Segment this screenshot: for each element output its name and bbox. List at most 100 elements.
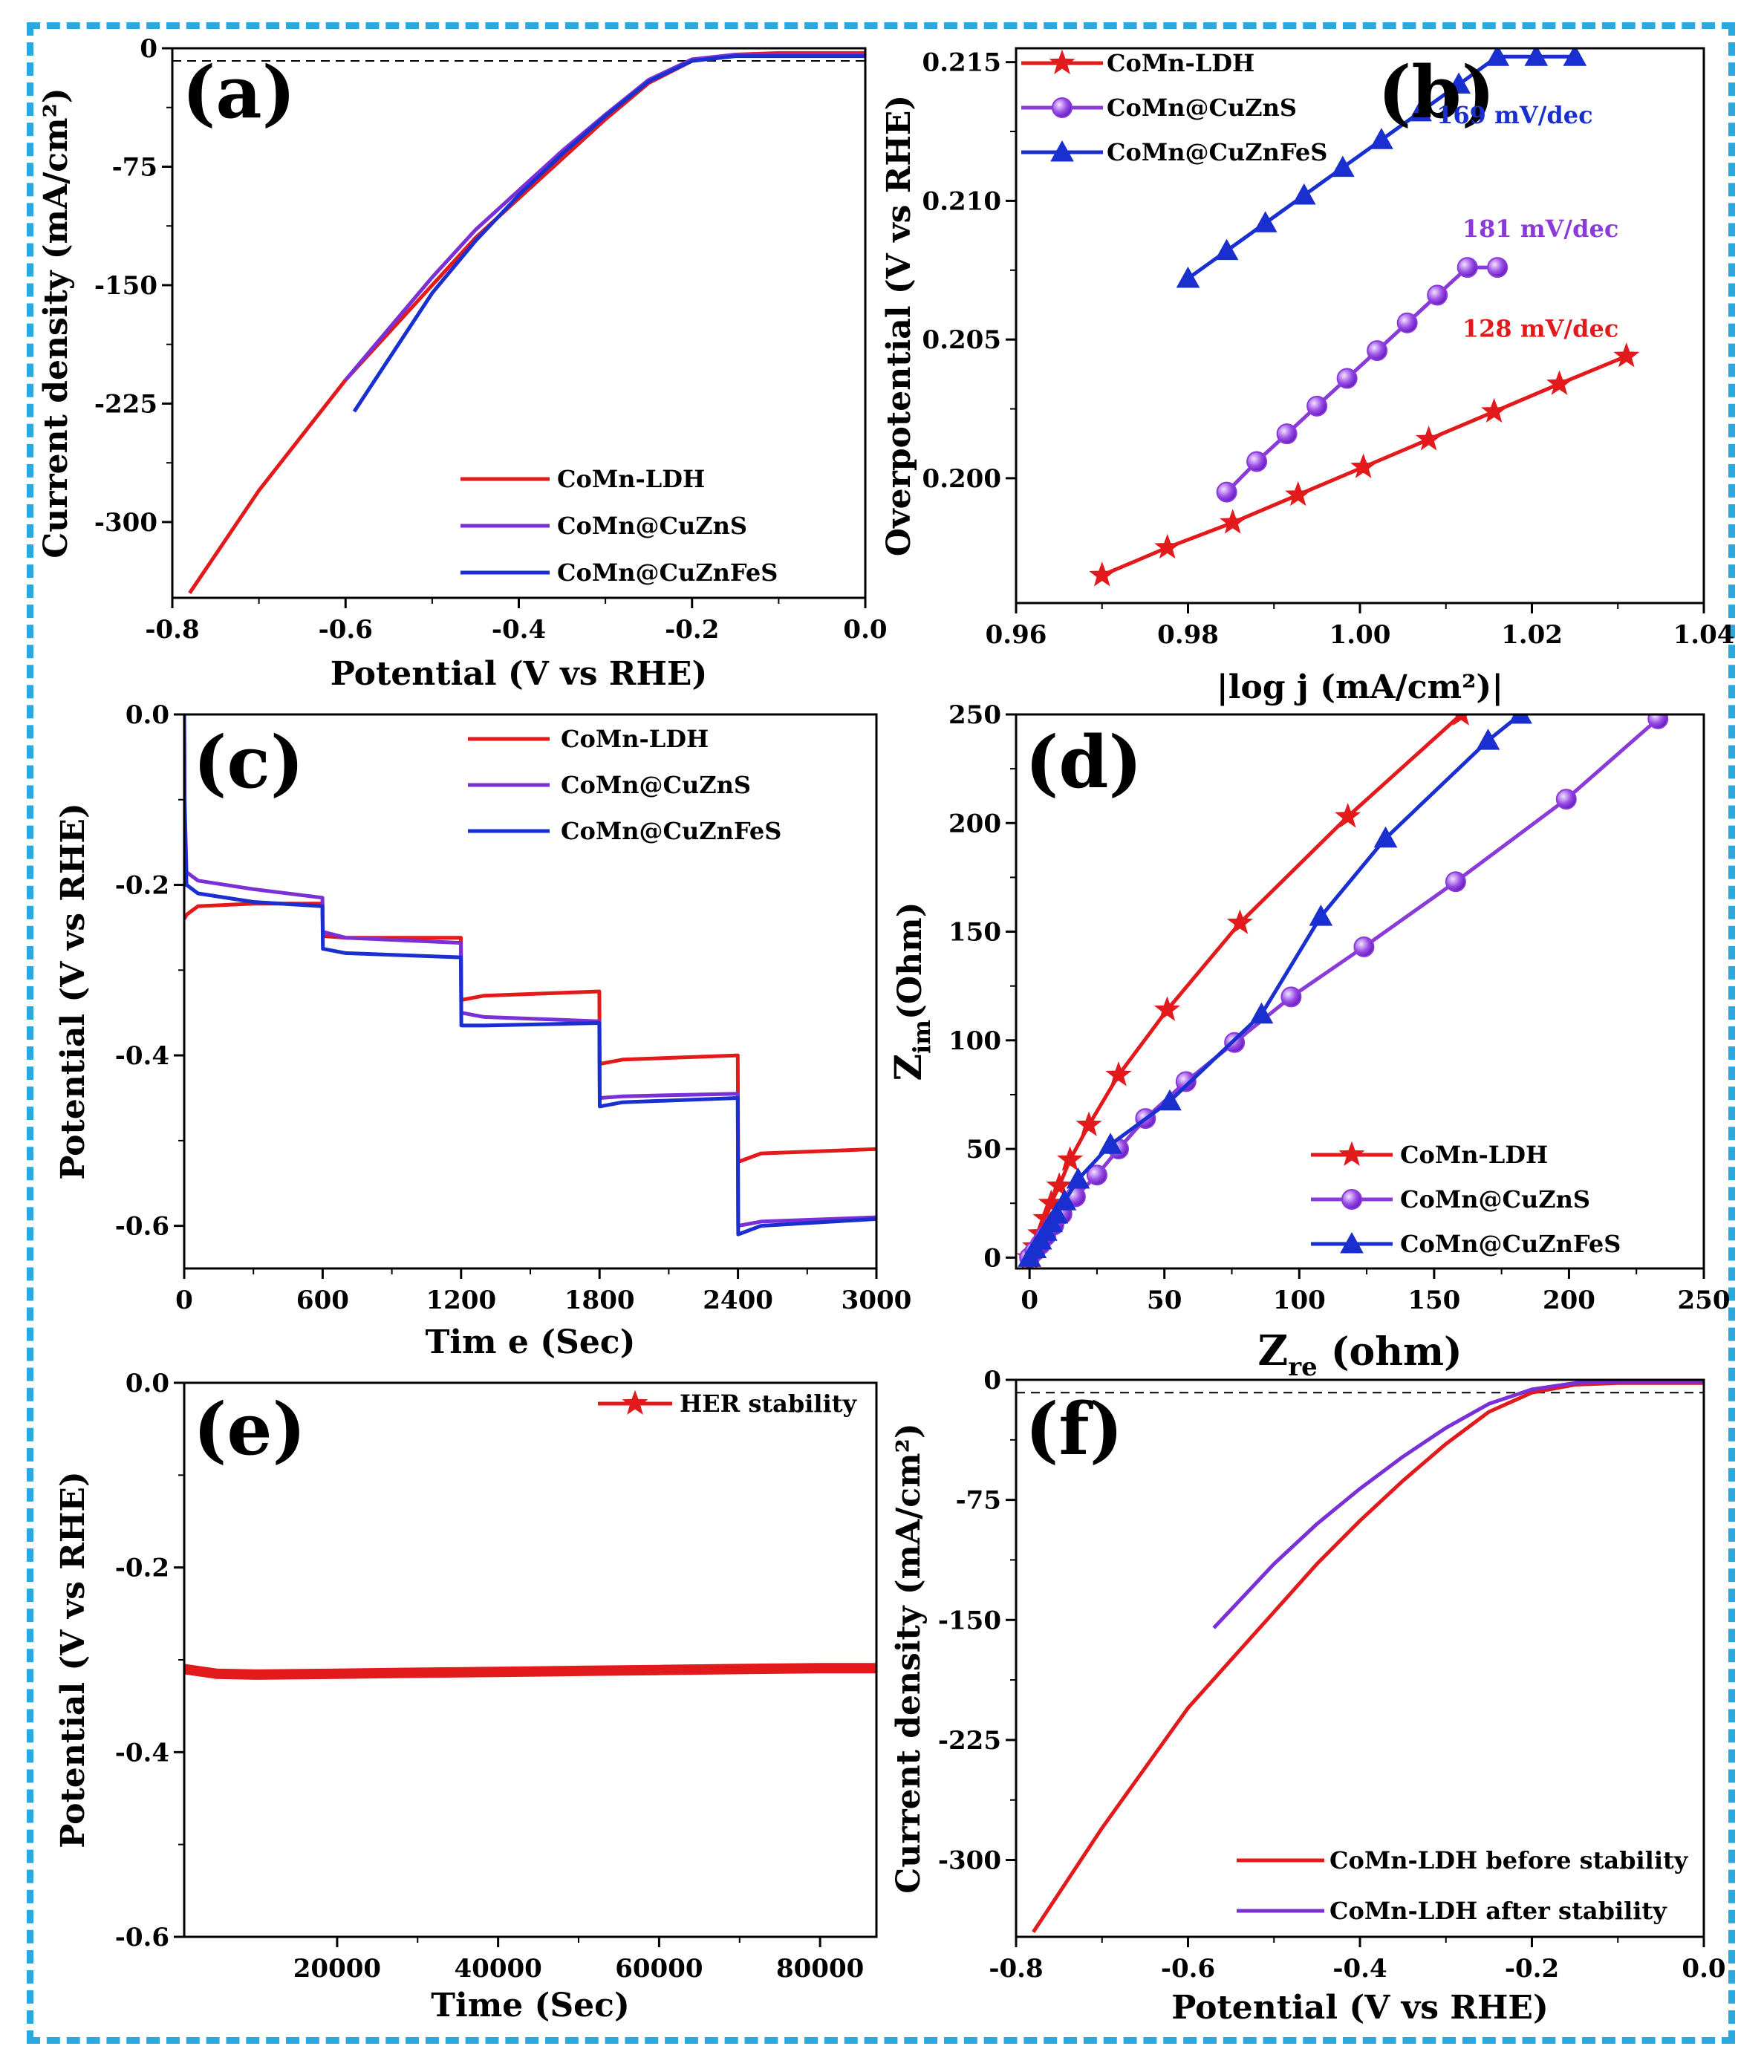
- legend-label: CoMn-LDH: [1400, 1141, 1548, 1169]
- chart-panel-e: 20000 40000 60000 80000 0.0 -0.2 -0.4 -0.6 Time …: [54, 1369, 878, 2024]
- chart-panel-a: -0.8 -0.6 -0.4 -0.2 0.0 0 -75 -150 -225 -300 Poten…: [37, 34, 888, 693]
- y-axis-label: Current density (mA/cm²): [37, 88, 75, 558]
- data-point: [1057, 1146, 1084, 1171]
- data-point: [1292, 183, 1316, 205]
- legend-marker: [1341, 1189, 1362, 1210]
- legend-label: CoMn@CuZnS: [1107, 94, 1297, 122]
- panel-label: (d): [1025, 720, 1142, 804]
- y-tick-label: 100: [948, 1026, 1001, 1056]
- y-axis-label: Zim(Ohm): [886, 902, 936, 1081]
- legend-label: CoMn@CuZnS: [561, 771, 751, 799]
- data-point: [1075, 1111, 1102, 1136]
- data-point: [1044, 1202, 1069, 1224]
- series-line-3: [352, 54, 865, 413]
- x-tick-label: 150: [1407, 1286, 1460, 1315]
- series-line-3: [184, 714, 876, 1237]
- x-tick-label: 0.0: [1682, 1954, 1725, 1984]
- x-tick-label: 40000: [455, 1954, 542, 1984]
- data-point: [1508, 714, 1532, 724]
- series-line-1: [184, 902, 876, 1164]
- data-point: [1280, 986, 1302, 1008]
- y-tick-label: -0.2: [115, 871, 169, 901]
- x-tick-label: 0.96: [986, 620, 1047, 650]
- y-tick-label: -75: [112, 152, 157, 182]
- data-point: [1175, 1071, 1197, 1092]
- y-tick-label: 0: [983, 1243, 1001, 1273]
- data-point: [1370, 128, 1393, 149]
- legend-label: CoMn-LDH: [1107, 49, 1254, 77]
- series-group: [184, 714, 876, 1237]
- legend: CoMn-LDH CoMn@CuZnS CoMn@CuZnFeS: [468, 725, 781, 845]
- y-axis-label: Potential (V vs RHE): [54, 803, 92, 1180]
- y-tick-label: 0.210: [922, 186, 1001, 216]
- figure-border: [27, 22, 1735, 2044]
- chart-panel-c: 0 600 1200 1800 2400 3000 0.0 -0.2 -0.4 -0.6 Tim e…: [54, 700, 911, 1361]
- data-point: [1246, 451, 1268, 472]
- data-point: [1476, 729, 1500, 750]
- x-tick-label: -0.2: [1505, 1954, 1559, 1984]
- data-point: [1336, 368, 1358, 389]
- y-axis-label: Overpotential (V vs RHE): [880, 95, 918, 557]
- y-tick-label: -0.4: [115, 1041, 169, 1071]
- data-point: [1447, 72, 1471, 94]
- chart-panel-f: -0.8 -0.6 -0.4 -0.2 0.0 0 -75 -150 -225 -300 Poten…: [890, 1366, 1726, 2027]
- legend: HER stability: [598, 1390, 858, 1418]
- x-tick-label: 1.02: [1501, 620, 1563, 650]
- data-point: [1427, 284, 1448, 306]
- y-axis-label: Current density (mA/cm²): [890, 1423, 928, 1893]
- legend-label: CoMn@CuZnS: [557, 512, 747, 540]
- x-tick-label: 0.0: [843, 615, 887, 645]
- x-axis-label: Time (Sec): [431, 1987, 630, 2024]
- legend-marker: [1340, 1231, 1364, 1254]
- data-point: [1253, 211, 1278, 232]
- y-tick-label: 0.200: [922, 464, 1001, 494]
- y-tick-label: 0.0: [126, 1369, 169, 1398]
- series-group: [1016, 714, 1669, 1268]
- legend-label: CoMn@CuZnFeS: [561, 817, 781, 845]
- data-point: [1353, 936, 1375, 958]
- x-axis-label: Tim e (Sec): [426, 1323, 636, 1361]
- data-point: [1226, 909, 1253, 934]
- x-tick-label: 60000: [615, 1954, 703, 1984]
- x-axis-label: Potential (V vs RHE): [1171, 1989, 1549, 2027]
- panel-label: (b): [1378, 51, 1495, 134]
- data-point: [1220, 509, 1246, 534]
- data-point: [1086, 1164, 1107, 1186]
- y-tick-label: -0.6: [115, 1212, 169, 1242]
- legend-label: CoMn-LDH before stability: [1329, 1846, 1689, 1874]
- data-point: [1216, 481, 1237, 503]
- series-group: [1032, 1380, 1704, 1933]
- y-tick-label: -150: [938, 1606, 1001, 1635]
- data-point: [1046, 1172, 1073, 1197]
- legend-label: CoMn@CuZnFeS: [1107, 138, 1327, 166]
- data-point: [1546, 370, 1573, 395]
- x-tick-label: 1200: [426, 1286, 496, 1315]
- data-point: [1563, 48, 1587, 66]
- data-point: [1176, 266, 1200, 288]
- data-point: [1276, 423, 1298, 445]
- legend-label: CoMn@CuZnFeS: [557, 558, 778, 587]
- y-tick-label: 0: [140, 34, 157, 64]
- data-point: [1453, 714, 1470, 726]
- data-point: [1335, 803, 1361, 828]
- y-tick-label: -150: [94, 271, 157, 301]
- x-axis-label: |log j (mA/cm²)|: [1217, 668, 1503, 706]
- legend-label: CoMn@CuZnS: [1400, 1185, 1590, 1213]
- x-tick-label: -0.4: [1332, 1954, 1387, 1984]
- y-tick-label: 0.215: [922, 48, 1001, 78]
- legend-marker: [1052, 97, 1073, 118]
- legend: CoMn-LDH CoMn@CuZnS CoMn@CuZnFeS: [460, 465, 778, 587]
- data-point: [1416, 426, 1442, 451]
- data-point: [1309, 905, 1333, 926]
- x-tick-label: -0.6: [1161, 1954, 1215, 1984]
- data-point: [1158, 1089, 1182, 1111]
- x-tick-label: 50: [1147, 1286, 1182, 1315]
- legend-marker: [1338, 1141, 1365, 1166]
- series-line-2: [1225, 265, 1498, 494]
- y-tick-label: 150: [948, 918, 1001, 948]
- data-point: [1350, 453, 1377, 478]
- legend-label: CoMn-LDH after stability: [1329, 1897, 1667, 1925]
- data-point: [1052, 1189, 1077, 1211]
- data-point: [1481, 397, 1508, 423]
